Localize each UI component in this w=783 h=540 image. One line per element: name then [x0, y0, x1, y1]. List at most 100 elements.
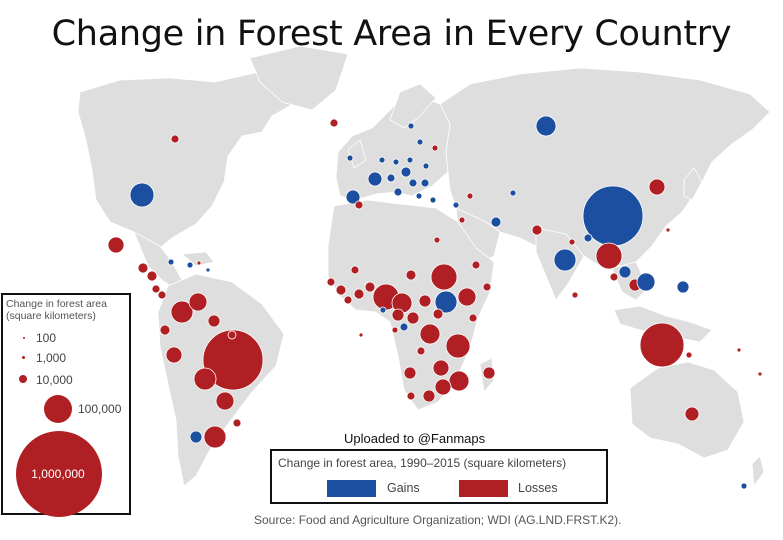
gain-bubble	[407, 122, 415, 130]
loss-bubble	[403, 366, 417, 380]
watermark: Uploaded to @Fanmaps	[344, 431, 486, 446]
gain-bubble	[434, 290, 458, 314]
japan	[683, 167, 703, 201]
gain-bubble	[636, 272, 656, 292]
loss-bubble	[639, 322, 685, 368]
gain-bubble	[379, 306, 387, 314]
gain-bubble	[452, 201, 460, 209]
loss-bubble	[531, 224, 543, 236]
loss-bubble	[170, 300, 194, 324]
loss-bubble	[391, 308, 405, 322]
color-legend-title: Change in forest area, 1990–2015 (square…	[278, 456, 567, 470]
loss-bubble	[568, 238, 576, 246]
loss-bubble	[193, 367, 217, 391]
gain-bubble	[386, 173, 396, 183]
gain-bubble	[400, 166, 412, 178]
loss-bubble	[430, 263, 458, 291]
loss-bubble	[422, 389, 436, 403]
scandinavia	[389, 83, 437, 129]
loss-bubble	[232, 418, 242, 428]
loss-bubble	[146, 270, 158, 282]
losses-label: Losses	[518, 481, 558, 495]
gain-bubble	[676, 280, 690, 294]
loss-bubble	[227, 330, 237, 340]
gain-bubble	[429, 196, 437, 204]
loss-bubble	[358, 332, 364, 338]
loss-bubble	[648, 178, 666, 196]
gain-bubble	[346, 154, 354, 162]
size-dot-100000	[44, 395, 72, 423]
loss-bubble	[595, 242, 623, 270]
size-legend: Change in forest area (square kilometers…	[1, 293, 131, 517]
size-dot-100	[23, 337, 25, 339]
loss-bubble	[364, 281, 376, 293]
loss-bubble	[432, 359, 450, 377]
loss-bubble	[571, 291, 579, 299]
loss-bubble	[391, 326, 399, 334]
gain-bubble	[393, 187, 403, 197]
size-label-1000: 1,000	[36, 351, 67, 365]
size-dot-1000	[22, 356, 25, 359]
loss-bubble	[188, 292, 208, 312]
gain-bubble	[345, 189, 361, 205]
gain-bubble	[740, 482, 748, 490]
loss-bubble	[343, 295, 353, 305]
size-dot-1000000	[16, 431, 102, 517]
gain-bubble	[535, 115, 557, 137]
size-label-1000000: 1,000,000	[31, 467, 85, 481]
land-masses	[77, 45, 771, 488]
map-title: Change in Forest Area in Every Country	[51, 14, 732, 54]
loss-bubble	[335, 284, 347, 296]
uk-ireland	[347, 139, 367, 169]
loss-bubble	[458, 216, 466, 224]
loss-bubble	[468, 313, 478, 323]
gain-bubble	[422, 162, 430, 170]
losses-swatch	[459, 480, 508, 497]
loss-bubble	[433, 236, 441, 244]
greenland	[249, 45, 349, 111]
gain-bubble	[509, 189, 517, 197]
source-note: Source: Food and Agriculture Organizatio…	[254, 513, 622, 527]
loss-bubble	[406, 391, 416, 401]
gain-bubble	[406, 156, 414, 164]
loss-bubble	[165, 346, 183, 364]
loss-bubble	[406, 311, 420, 325]
gain-bubble	[408, 178, 418, 188]
loss-bubble	[684, 406, 700, 422]
loss-bubble	[482, 282, 492, 292]
loss-bubble	[215, 391, 235, 411]
gain-bubble	[205, 267, 211, 273]
loss-bubble	[159, 324, 171, 336]
size-label-10000: 10,000	[36, 373, 73, 387]
gain-bubble	[583, 233, 593, 243]
loss-bubble	[466, 192, 474, 200]
size-legend-title: Change in forest area (square kilometers…	[6, 298, 107, 322]
loss-bubble	[203, 425, 227, 449]
gain-bubble	[129, 182, 155, 208]
size-label-100000: 100,000	[78, 402, 122, 416]
gains-swatch	[327, 480, 376, 497]
gain-bubble	[416, 138, 424, 146]
loss-bubble	[416, 346, 426, 356]
loss-bubble	[418, 294, 432, 308]
loss-bubble	[432, 308, 444, 320]
loss-bubble	[170, 134, 180, 144]
loss-bubble	[448, 370, 470, 392]
gain-bubble	[189, 430, 203, 444]
loss-bubble	[329, 118, 339, 128]
gain-bubble	[553, 248, 577, 272]
gains-label: Gains	[387, 481, 420, 495]
loss-bubble	[434, 378, 452, 396]
gain-bubble	[186, 261, 194, 269]
gain-bubble	[378, 156, 386, 164]
loss-bubble	[482, 366, 496, 380]
gain-bubble	[399, 322, 409, 332]
loss-bubble	[405, 269, 417, 281]
loss-bubble	[207, 314, 221, 328]
loss-bubble	[609, 272, 619, 282]
country-circles	[107, 115, 763, 490]
new-zealand	[751, 455, 765, 488]
loss-bubble	[685, 351, 693, 359]
gain-bubble	[420, 178, 430, 188]
